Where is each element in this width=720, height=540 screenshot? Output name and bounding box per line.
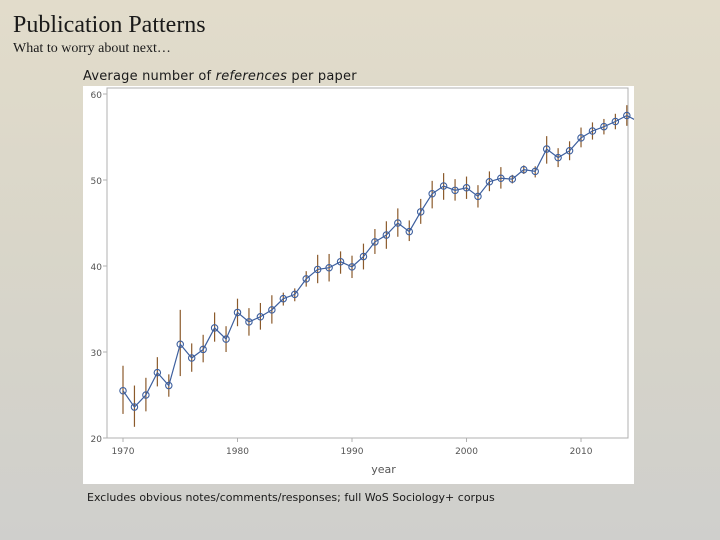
y-tick-label: 40: [91, 263, 103, 273]
data-point: [508, 175, 517, 183]
data-point: [497, 174, 505, 183]
data-point: [611, 117, 620, 126]
chart-caption: Average number of references per paper: [83, 69, 357, 84]
data-point: [313, 265, 322, 274]
data-point: [256, 312, 265, 321]
data-point: [451, 186, 459, 195]
data-point: [279, 294, 288, 303]
x-axis-label: year: [371, 463, 396, 476]
data-point: [577, 134, 585, 142]
data-point: [119, 386, 127, 395]
data-point: [142, 391, 150, 399]
y-tick-label: 50: [91, 177, 103, 187]
y-tick-label: 20: [91, 435, 103, 445]
data-point: [222, 335, 230, 343]
data-point: [302, 275, 310, 283]
data-point: [554, 153, 562, 162]
data-point: [187, 354, 196, 362]
data-point: [485, 177, 494, 186]
data-point: [199, 345, 207, 354]
slide-subtitle: What to worry about next…: [13, 41, 171, 56]
footnote: Excludes obvious notes/comments/response…: [87, 491, 495, 504]
series-line: [122, 114, 639, 408]
data-point: [176, 340, 185, 349]
data-point: [325, 263, 333, 272]
x-tick-label: 2000: [455, 447, 478, 457]
chart-caption-emphasis: references: [215, 69, 288, 84]
data-point: [428, 190, 436, 198]
data-point: [565, 147, 574, 155]
data-point: [405, 227, 414, 236]
chart-caption-post: per paper: [287, 69, 357, 84]
data-point: [245, 318, 253, 326]
data-point: [531, 167, 539, 176]
data-point: [474, 192, 482, 201]
data-point: [359, 252, 368, 261]
chart-caption-pre: Average number of: [83, 69, 216, 84]
data-point: [348, 263, 356, 271]
chart-panel: 20 30 40 50 60 1970 1980 1990 2000 2010 year: [83, 86, 643, 484]
data-point: [416, 208, 425, 216]
data-point: [588, 127, 597, 135]
data-point: [542, 145, 551, 153]
data-point: [268, 306, 276, 314]
data-point: [233, 308, 242, 317]
data-point: [462, 183, 471, 192]
data-point: [291, 290, 299, 299]
data-point: [394, 219, 402, 227]
plot-frame: [106, 87, 629, 439]
data-point: [382, 231, 391, 239]
data-point: [520, 165, 528, 174]
data-point: [623, 111, 631, 120]
data-point: [210, 324, 219, 332]
x-tick-label: 2010: [570, 447, 593, 457]
data-point: [130, 403, 139, 411]
y-tick-label: 60: [91, 91, 103, 101]
slide-title: Publication Patterns: [13, 12, 206, 38]
data-point: [165, 381, 173, 390]
data-point: [336, 257, 345, 266]
x-tick-label: 1990: [341, 447, 364, 457]
x-tick-label: 1970: [112, 447, 135, 457]
x-tick-label: 1980: [226, 447, 249, 457]
data-point: [600, 122, 608, 131]
chart-svg: 20 30 40 50 60 1970 1980 1990 2000 2010 year: [91, 87, 643, 476]
data-point: [371, 238, 379, 246]
data-point: [439, 182, 448, 190]
data-point: [153, 368, 162, 377]
y-tick-label: 30: [91, 349, 103, 359]
